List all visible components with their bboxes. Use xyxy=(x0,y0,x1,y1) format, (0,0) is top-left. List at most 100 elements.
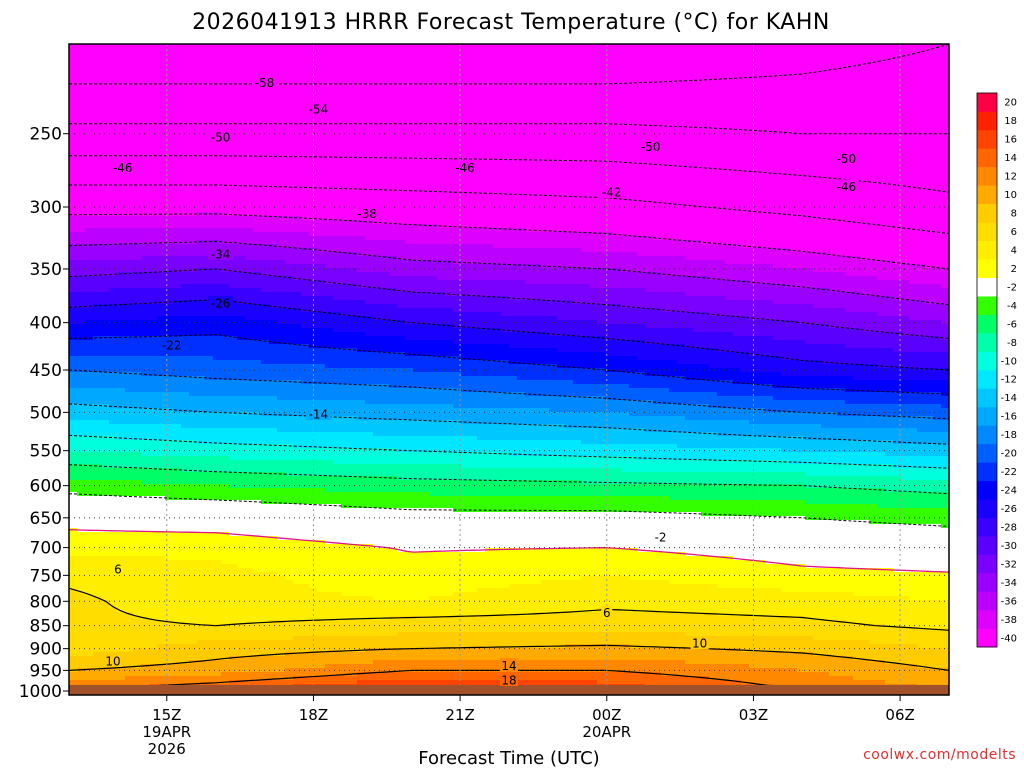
temperature-cell xyxy=(301,604,310,609)
temperature-cell xyxy=(173,328,182,333)
temperature-cell xyxy=(173,108,182,113)
temperature-cell xyxy=(85,452,94,457)
temperature-cell xyxy=(189,432,198,437)
temperature-cell xyxy=(261,668,270,673)
temperature-cell xyxy=(285,212,294,217)
temperature-cell xyxy=(285,500,294,505)
temperature-cell xyxy=(213,244,222,249)
temperature-cell xyxy=(277,216,286,221)
temperature-cell xyxy=(133,384,142,389)
temperature-cell xyxy=(133,620,142,625)
temperature-cell xyxy=(301,476,310,481)
temperature-cell xyxy=(93,244,102,249)
temperature-cell xyxy=(197,552,206,557)
temperature-cell xyxy=(149,444,158,449)
temperature-cell xyxy=(301,392,310,397)
temperature-cell xyxy=(101,376,110,381)
temperature-cell xyxy=(197,444,206,449)
temperature-cell xyxy=(301,472,310,477)
temperature-cell xyxy=(261,328,270,333)
temperature-cell xyxy=(213,376,222,381)
temperature-cell xyxy=(189,132,198,137)
temperature-cell xyxy=(269,660,278,665)
temperature-cell xyxy=(141,240,150,245)
temperature-cell xyxy=(197,636,206,641)
temperature-cell xyxy=(277,400,286,405)
temperature-cell xyxy=(69,480,78,485)
temperature-cell xyxy=(149,572,158,577)
temperature-cell xyxy=(301,424,310,429)
temperature-cell xyxy=(301,512,310,517)
temperature-cell xyxy=(85,544,94,549)
temperature-cell xyxy=(165,132,174,137)
temperature-cell xyxy=(69,544,78,549)
temperature-cell xyxy=(261,664,270,669)
temperature-cell xyxy=(301,416,310,421)
temperature-cell xyxy=(245,284,254,289)
temperature-cell xyxy=(261,148,270,153)
temperature-cell xyxy=(125,156,134,161)
temperature-cell xyxy=(125,364,134,369)
temperature-cell xyxy=(301,544,310,549)
temperature-cell xyxy=(269,228,278,233)
temperature-cell xyxy=(301,184,310,189)
temperature-cell xyxy=(277,212,286,217)
temperature-cell xyxy=(205,236,214,241)
temperature-cell xyxy=(229,200,238,205)
temperature-cell xyxy=(85,612,94,617)
temperature-cell xyxy=(197,200,206,205)
temperature-cell xyxy=(125,272,134,277)
temperature-cell xyxy=(205,172,214,177)
temperature-cell xyxy=(69,500,78,505)
temperature-cell xyxy=(133,312,142,317)
temperature-cell xyxy=(109,312,118,317)
temperature-cell xyxy=(285,96,294,101)
temperature-cell xyxy=(69,492,78,497)
temperature-cell xyxy=(261,188,270,193)
temperature-cell xyxy=(149,156,158,161)
temperature-cell xyxy=(229,316,238,321)
temperature-cell xyxy=(261,468,270,473)
temperature-cell xyxy=(149,500,158,505)
temperature-cell xyxy=(237,96,246,101)
temperature-cell xyxy=(93,124,102,129)
chart-title: 2026041913 HRRR Forecast Temperature (°C… xyxy=(192,10,830,35)
temperature-cell xyxy=(133,192,142,197)
temperature-cell xyxy=(69,172,78,177)
temperature-cell xyxy=(309,96,318,101)
temperature-cell xyxy=(245,632,254,637)
temperature-cell xyxy=(189,328,198,333)
temperature-cell xyxy=(93,632,102,637)
temperature-cell xyxy=(221,444,230,449)
temperature-cell xyxy=(109,248,118,253)
temperature-cell xyxy=(229,312,238,317)
temperature-cell xyxy=(309,240,318,245)
temperature-cell xyxy=(237,380,246,385)
temperature-cell xyxy=(301,452,310,457)
temperature-cell xyxy=(213,644,222,649)
temperature-cell xyxy=(237,236,246,241)
temperature-cell xyxy=(293,256,302,261)
temperature-cell xyxy=(93,560,102,565)
temperature-cell xyxy=(229,396,238,401)
temperature-cell xyxy=(77,280,86,285)
temperature-cell xyxy=(253,132,262,137)
temperature-cell xyxy=(253,252,262,257)
temperature-cell xyxy=(189,576,198,581)
temperature-cell xyxy=(237,540,246,545)
temperature-cell xyxy=(189,48,198,53)
temperature-cell xyxy=(157,332,166,337)
temperature-cell xyxy=(253,564,262,569)
temperature-cell xyxy=(245,396,254,401)
temperature-cell xyxy=(69,512,78,517)
temperature-cell xyxy=(213,268,222,273)
temperature-cell xyxy=(221,544,230,549)
temperature-cell xyxy=(157,680,166,685)
temperature-cell xyxy=(261,676,270,681)
temperature-cell xyxy=(237,48,246,53)
temperature-cell xyxy=(277,464,286,469)
temperature-cell xyxy=(309,380,318,385)
temperature-cell xyxy=(309,140,318,145)
temperature-cell xyxy=(293,44,302,49)
temperature-cell xyxy=(237,208,246,213)
